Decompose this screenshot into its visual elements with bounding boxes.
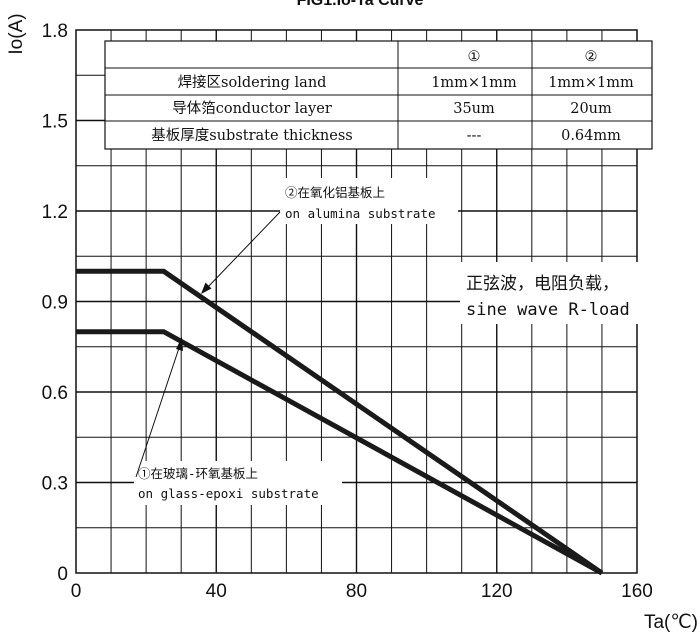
lower-annotation-line2: on glass-epoxi substrate [138, 486, 319, 501]
load-note: 正弦波，电阻负载， sine wave R-load [460, 262, 652, 324]
upper-annotation-line2: on alumina substrate [285, 206, 436, 221]
lower-annotation-bg [134, 461, 342, 505]
lower-annotation: ①在玻璃-环氧基板上 on glass-epoxi substrate [134, 337, 342, 505]
table-row-conductor-1: 35um [453, 101, 495, 117]
y-tick-label: 1.8 [42, 21, 68, 42]
series-line-② [76, 268, 604, 576]
upper-annotation-arrowhead [201, 282, 212, 294]
y-tick-label: 1.5 [42, 112, 68, 133]
load-note-bg [460, 262, 652, 324]
y-tick-label: 0.3 [42, 474, 68, 495]
lower-annotation-arrowhead [176, 337, 183, 351]
table-row-substrate-label: 基板厚度substrate thickness [151, 126, 352, 144]
y-tick-label: 1.2 [42, 202, 68, 223]
upper-annotation-bg [280, 178, 458, 224]
x-axis-label: Ta(℃) [644, 612, 698, 633]
table-rules [105, 41, 652, 149]
table-row-conductor-label: 导体箔conductor layer [172, 100, 332, 117]
upper-annotation-leader [206, 211, 281, 289]
x-tick-label: 120 [481, 581, 513, 602]
x-tick-label: 160 [621, 581, 653, 602]
y-tick-label: 0.9 [42, 293, 68, 314]
data-table: ① ② 焊接区soldering land 1mm×1mm 1mm×1mm 导体… [104, 40, 653, 150]
table-row-soldering-label: 焊接区soldering land [178, 74, 327, 91]
x-tick-label: 80 [346, 581, 367, 602]
table-row-soldering-2: 1mm×1mm [548, 75, 634, 91]
upper-annotation-line1: ②在氧化铝基板上 [285, 185, 385, 200]
y-tick-label: 0 [57, 564, 68, 585]
series-group [76, 268, 604, 576]
lower-annotation-line1: ①在玻璃-环氧基板上 [138, 466, 258, 481]
chart-title: FIG1.Io-Ta Curve [297, 0, 424, 9]
tick-labels: 0 40 80 120 160 0 0.3 0.6 0.9 1.2 1.5 1.8 [42, 21, 653, 602]
load-note-line1: 正弦波，电阻负载， [466, 274, 619, 294]
upper-annotation: ②在氧化铝基板上 on alumina substrate [201, 178, 458, 294]
table-row-substrate-1: --- [467, 128, 482, 144]
table-row-conductor-2: 20um [570, 101, 612, 117]
y-axis-label: Io(A) [6, 13, 27, 54]
x-tick-label: 40 [206, 581, 227, 602]
table-row-soldering-1: 1mm×1mm [431, 75, 517, 91]
series-line-① [76, 329, 604, 576]
load-note-line2: sine wave R-load [466, 300, 630, 320]
table-row-substrate-2: 0.64mm [561, 128, 621, 144]
y-tick-label: 0.6 [42, 383, 68, 404]
x-tick-label: 0 [71, 581, 82, 602]
table-header-1: ① [468, 49, 481, 65]
table-header-2: ② [585, 49, 598, 65]
lower-annotation-leader [135, 344, 181, 478]
